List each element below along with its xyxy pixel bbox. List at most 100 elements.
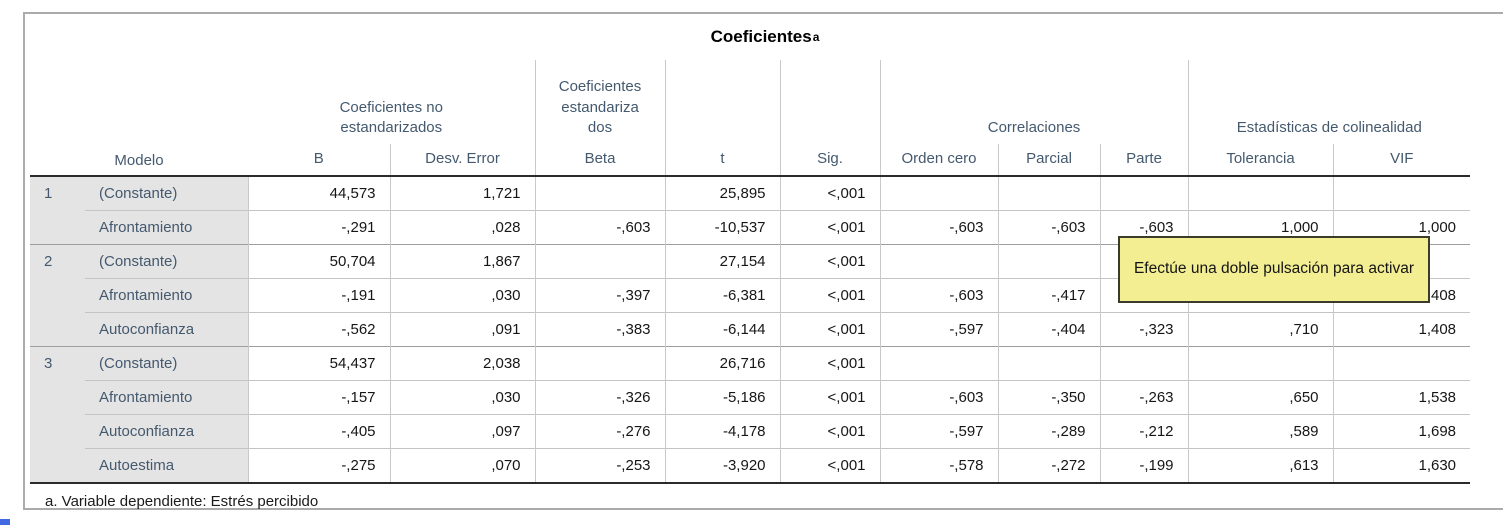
spanner-unstandardized: Coeficientes no estandarizados [339,98,443,136]
value-cell: -4,178 [664,414,781,449]
value-cell: -,263 [1099,380,1189,415]
value-cell: -,397 [534,278,666,313]
value-cell: -,404 [997,312,1101,347]
variable-cell: Autoestima [85,448,249,484]
model-number-cell: 3 [30,346,85,381]
value-cell [534,346,666,381]
value-cell: 1,721 [389,176,536,211]
model-number-cell [30,210,85,245]
value-cell: -,253 [534,448,666,484]
model-number-cell [30,448,85,484]
value-cell: -,597 [879,414,999,449]
variable-cell: Afrontamiento [85,380,249,415]
value-cell [1099,176,1189,211]
spanner-standardized: Coeficientes estandarizados [534,60,666,144]
value-cell: <,001 [779,176,881,211]
value-cell [879,346,999,381]
col-header-b: B [248,144,391,177]
value-cell [1099,346,1189,381]
value-cell: -,405 [247,414,391,449]
table-row: Autoconfianza -,405,097 -,276 -4,178 <,001 -,… [30,414,1471,449]
value-cell: -,272 [997,448,1101,484]
variable-cell: Afrontamiento [85,210,249,245]
value-cell: <,001 [779,414,881,449]
spanner-collinearity: Estadísticas de colinealidad [1187,60,1471,144]
value-cell: <,001 [779,380,881,415]
col-header-beta: Beta [534,144,666,177]
value-cell: ,070 [389,448,536,484]
table-title-footnote-marker: a [812,30,820,44]
pivot-table-frame[interactable]: Coeficientes a Modelo Coeficientes no est… [23,12,1503,510]
variable-cell: Autoconfianza [85,312,249,347]
value-cell: ,589 [1187,414,1334,449]
spanner-t-empty [664,60,781,144]
value-cell: 1,867 [389,244,536,279]
value-cell: -,603 [879,380,999,415]
value-cell [1187,346,1334,381]
value-cell: -,578 [879,448,999,484]
activation-tooltip-text: Efectúe una doble pulsación para activar [1133,260,1415,278]
value-cell: -,191 [247,278,391,313]
value-cell: ,028 [389,210,536,245]
value-cell: ,030 [389,278,536,313]
value-cell: -,603 [879,278,999,313]
col-header-part: Parte [1099,144,1189,177]
value-cell: <,001 [779,346,881,381]
value-cell [534,176,666,211]
value-cell: -10,537 [664,210,781,245]
value-cell: -,603 [879,210,999,245]
value-cell: -,199 [1099,448,1189,484]
value-cell [997,176,1101,211]
value-cell: <,001 [779,210,881,245]
value-cell: -,603 [534,210,666,245]
variable-cell: (Constante) [85,346,249,381]
value-cell: -,323 [1099,312,1189,347]
table-title: Coeficientes a [30,14,1500,60]
value-cell [997,346,1101,381]
value-cell: 26,716 [664,346,781,381]
table-title-text: Coeficientes [710,27,812,46]
col-header-std-error: Desv. Error [389,144,536,177]
value-cell: 27,154 [664,244,781,279]
variable-cell: (Constante) [85,176,249,211]
variable-cell: Afrontamiento [85,278,249,313]
value-cell [1332,176,1471,211]
value-cell: -,350 [997,380,1101,415]
model-column-header: Modelo [30,60,249,177]
value-cell: -,417 [997,278,1101,313]
value-cell: <,001 [779,312,881,347]
value-cell: -,276 [534,414,666,449]
value-cell: ,650 [1187,380,1334,415]
value-cell: <,001 [779,244,881,279]
value-cell: -,289 [997,414,1101,449]
value-cell: 2,038 [389,346,536,381]
value-cell: -,597 [879,312,999,347]
table-row: Autoestima -,275,070 -,253 -3,920 <,001 -,578… [30,448,1471,484]
value-cell [879,176,999,211]
coefficients-table[interactable]: Modelo Coeficientes no estandarizados Co… [30,60,1471,484]
col-header-sig: Sig. [779,144,881,177]
value-cell: 44,573 [247,176,391,211]
table-row: 3 (Constante) 54,437 2,038 26,716 <,001 [30,346,1471,381]
value-cell: ,091 [389,312,536,347]
table-row: Afrontamiento -,291,028 -,603 -10,537 <,001-… [30,210,1471,245]
model-number-cell: 2 [30,244,85,279]
value-cell: -,157 [247,380,391,415]
spanner-correlations: Correlaciones [879,60,1189,144]
col-header-t: t [664,144,781,177]
value-cell: -,326 [534,380,666,415]
value-cell: 54,437 [247,346,391,381]
model-number-cell [30,380,85,415]
activation-tooltip: Efectúe una doble pulsación para activar [1118,236,1430,303]
value-cell: 1,698 [1332,414,1471,449]
value-cell: ,030 [389,380,536,415]
value-cell: 1,408 [1332,312,1471,347]
value-cell: 1,538 [1332,380,1471,415]
value-cell: -3,920 [664,448,781,484]
value-cell: 1,000 [1332,210,1471,245]
value-cell: 25,895 [664,176,781,211]
value-cell: ,710 [1187,312,1334,347]
table-body: 1 (Constante) 44,573 1,721 25,895 <,001 Afront… [30,176,1471,484]
value-cell: -,383 [534,312,666,347]
value-cell: <,001 [779,278,881,313]
